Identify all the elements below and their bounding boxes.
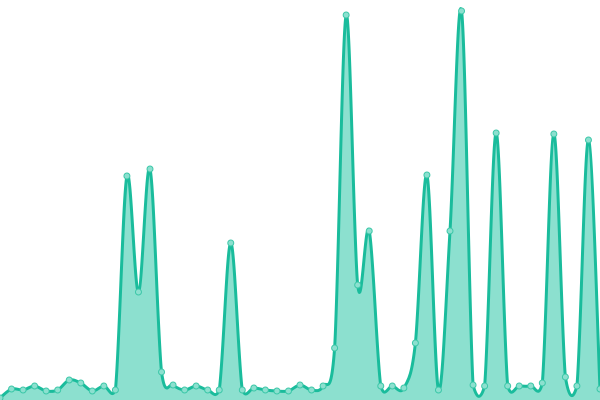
data-point-49 [561, 373, 569, 381]
data-point-11 [123, 172, 131, 180]
data-point-37 [423, 171, 431, 179]
data-point-25 [284, 387, 292, 395]
data-point-30 [342, 11, 350, 19]
data-point-12 [134, 288, 142, 296]
data-point-26 [296, 381, 304, 389]
data-point-13 [146, 165, 154, 173]
data-point-8 [88, 387, 96, 395]
data-point-24 [273, 387, 281, 395]
data-point-3 [31, 382, 39, 390]
data-point-10 [111, 386, 119, 394]
data-point-31 [354, 281, 362, 289]
data-point-18 [204, 386, 212, 394]
data-point-45 [515, 382, 523, 390]
data-point-4 [42, 387, 50, 395]
data-point-19 [215, 386, 223, 394]
data-point-50 [573, 382, 581, 390]
data-point-33 [377, 382, 385, 390]
data-point-21 [238, 386, 246, 394]
data-point-17 [192, 382, 200, 390]
data-point-46 [527, 382, 535, 390]
data-point-48 [550, 130, 558, 138]
data-point-41 [469, 381, 477, 389]
data-point-43 [492, 129, 500, 137]
data-point-42 [481, 382, 489, 390]
data-point-2 [19, 386, 27, 394]
data-point-29 [331, 344, 339, 352]
data-point-0 [0, 394, 4, 400]
data-point-38 [434, 386, 442, 394]
data-point-27 [308, 386, 316, 394]
data-point-20 [227, 239, 235, 247]
data-point-7 [77, 379, 85, 387]
data-point-28 [319, 382, 327, 390]
data-point-32 [365, 227, 373, 235]
data-point-6 [65, 376, 73, 384]
data-point-40 [458, 7, 466, 15]
data-point-14 [158, 368, 166, 376]
data-point-15 [169, 381, 177, 389]
data-point-23 [261, 386, 269, 394]
data-point-44 [504, 382, 512, 390]
data-points [0, 7, 600, 400]
data-point-47 [538, 379, 546, 387]
data-point-9 [100, 382, 108, 390]
data-point-1 [8, 385, 16, 393]
series-line [0, 7, 600, 400]
data-point-35 [400, 384, 408, 392]
data-point-34 [388, 382, 396, 390]
series-area-fill [0, 8, 600, 400]
data-point-5 [54, 386, 62, 394]
data-point-51 [584, 136, 592, 144]
data-point-52 [596, 385, 600, 393]
data-point-22 [250, 384, 258, 392]
data-point-36 [411, 339, 419, 347]
data-point-39 [446, 227, 454, 235]
data-point-16 [181, 386, 189, 394]
